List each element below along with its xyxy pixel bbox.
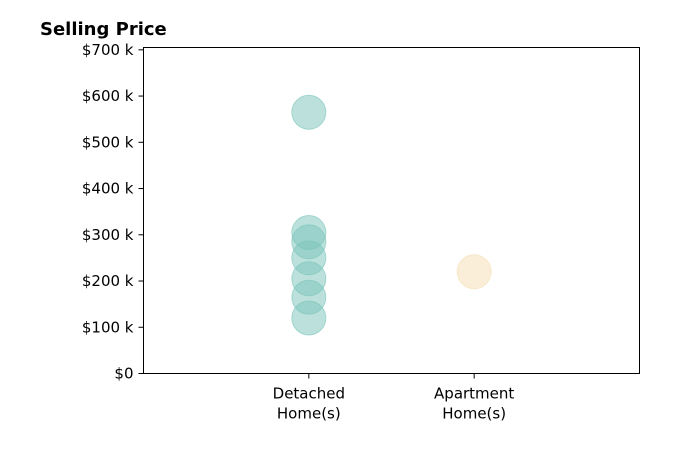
plot-frame [143,47,640,374]
y-axis: $0 $100 k $200 k $300 k $400 k $500 k $600 k $7… [82,41,144,383]
data-point [291,94,327,130]
y-tick-label: $700 k [82,41,134,59]
chart-title: Selling Price [40,19,167,40]
y-tick-label: $600 k [82,87,134,105]
y-tick-label: $500 k [82,133,134,151]
x-tick-label: Apartment Home(s) [434,385,514,423]
data-points [291,94,492,336]
x-axis: Detached Home(s) Apartment Home(s) [273,373,514,423]
x-tick-label: Detached Home(s) [273,385,345,423]
y-tick-label: $400 k [82,180,134,198]
y-tick-label: $0 [114,365,133,383]
data-point [456,254,492,290]
y-tick-label: $100 k [82,318,134,336]
data-point [291,300,327,336]
y-tick-label: $200 k [82,272,134,290]
y-tick-label: $300 k [82,226,134,244]
